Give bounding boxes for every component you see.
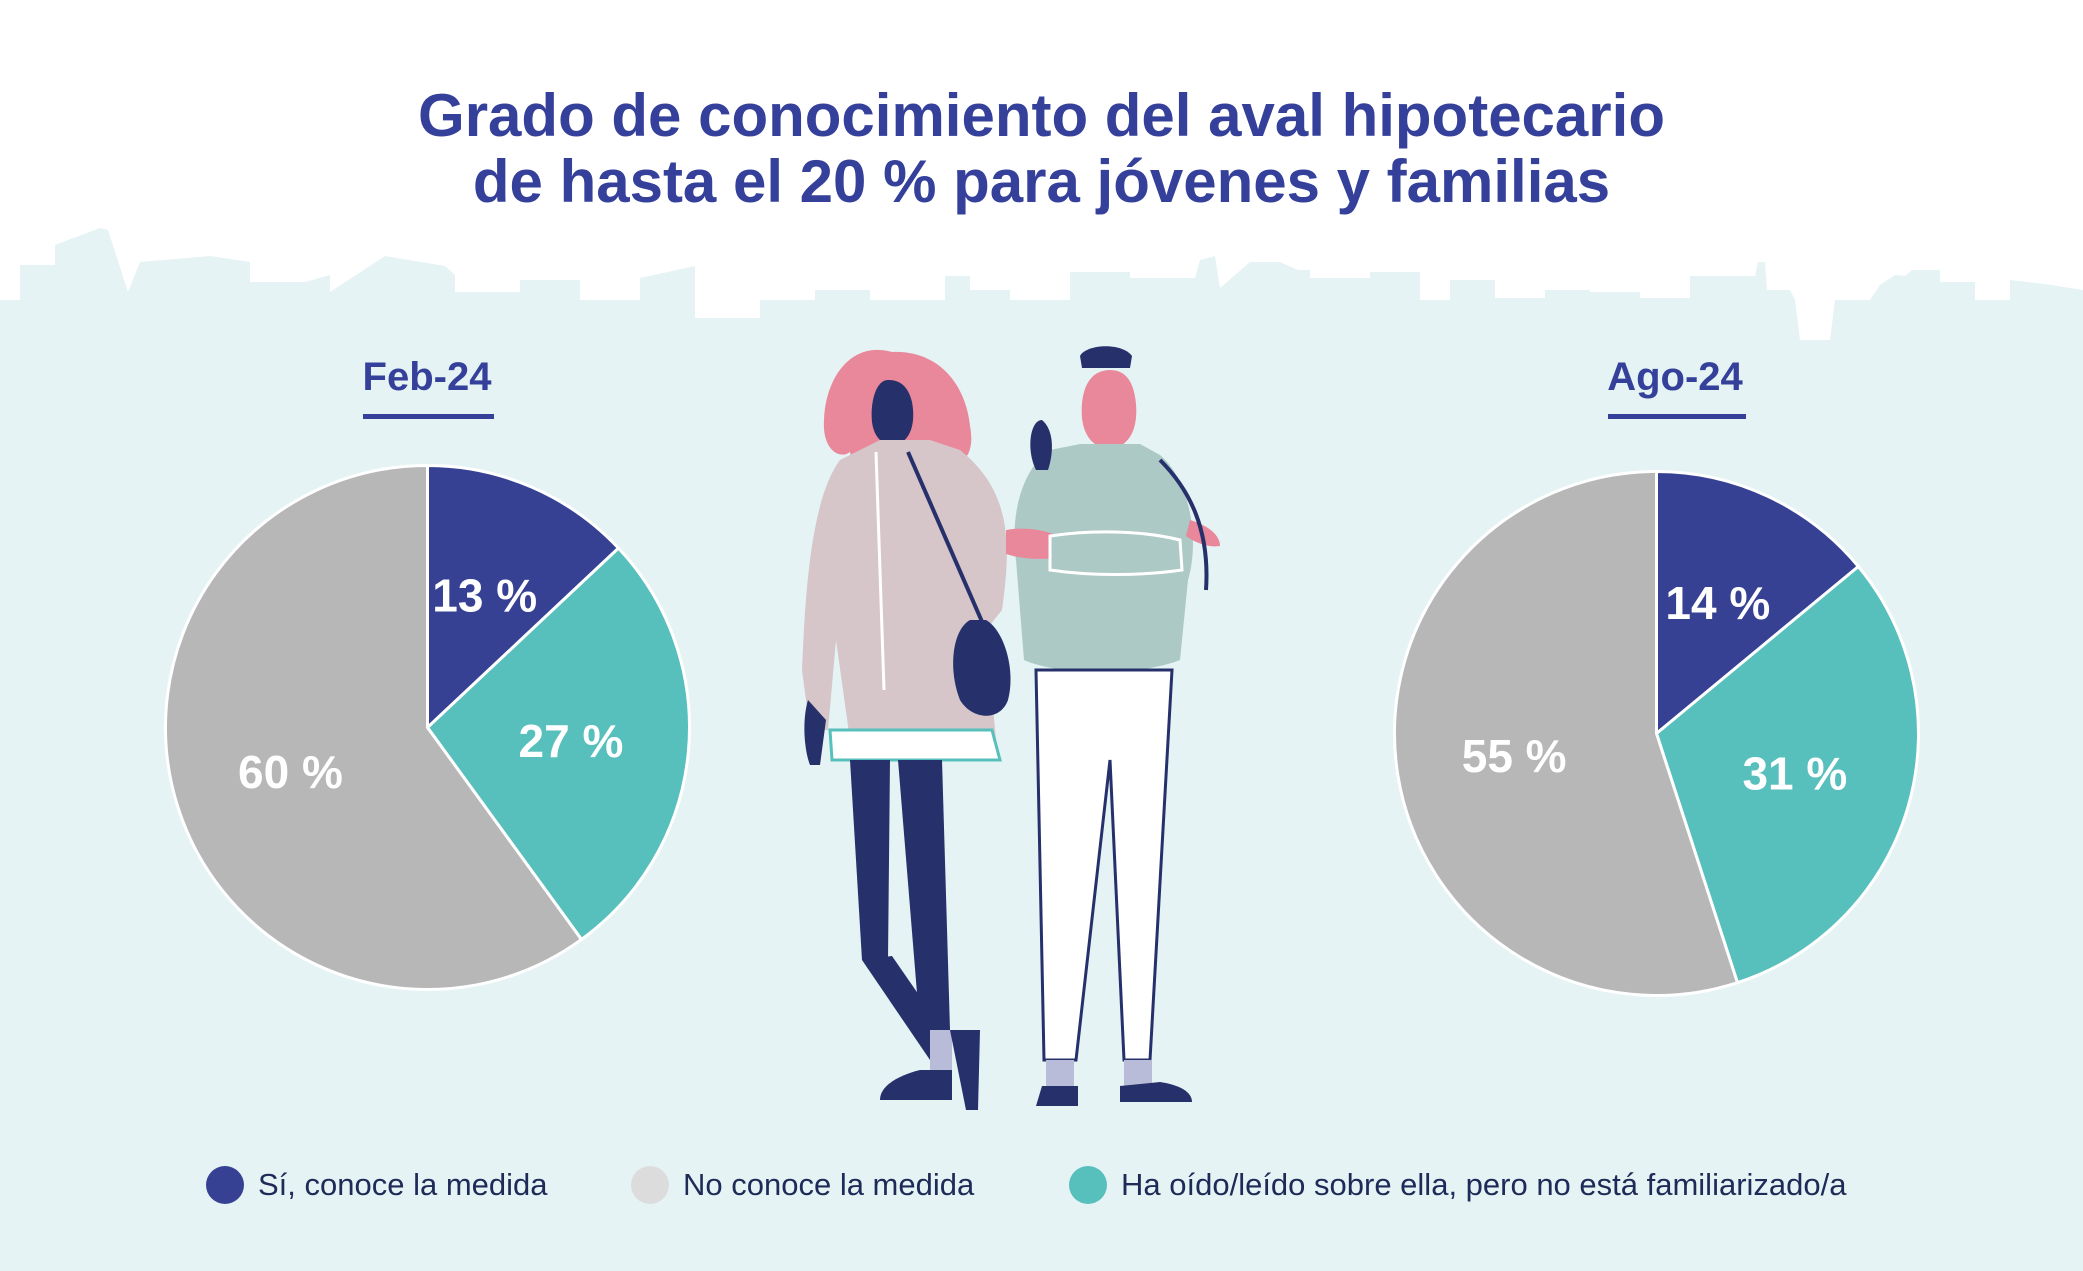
- pie-slice-oido: [1654, 564, 1920, 985]
- pie-data-label-si: 13 %: [432, 569, 537, 621]
- period-underline-feb: [363, 414, 494, 419]
- pie-slice-no: [164, 463, 584, 991]
- legend-swatch-si: [206, 1166, 244, 1204]
- pie-data-label-no: 60 %: [238, 746, 343, 798]
- pie-data-label-oido: 31 %: [1742, 748, 1847, 800]
- legend-item-si: Sí, conoce la medida: [206, 1160, 548, 1210]
- pie-slice-no: [1393, 469, 1740, 997]
- legend-label-si: Sí, conoce la medida: [258, 1167, 548, 1202]
- man-figure: [1006, 346, 1220, 1106]
- legend-item-no: No conoce la medida: [631, 1160, 974, 1210]
- chart-title-line-2: de hasta el 20 % para jóvenes y familias: [472, 148, 1611, 215]
- pie-chart-ago: 14 % 31 % 55 %: [1393, 469, 1920, 997]
- legend-label-oido: Ha oído/leído sobre ella, pero no está f…: [1121, 1167, 1847, 1202]
- couple-illustration: [802, 346, 1220, 1110]
- pie-slice-si: [426, 463, 621, 731]
- legend-label-no: No conoce la medida: [683, 1167, 975, 1202]
- woman-figure: [802, 349, 1011, 1110]
- legend-swatch-oido: [1069, 1166, 1107, 1204]
- pie-chart-feb: 13 % 27 % 60 %: [164, 463, 691, 991]
- legend-item-oido: Ha oído/leído sobre ella, pero no está f…: [1069, 1160, 1847, 1210]
- pie-data-label-si: 14 %: [1665, 577, 1770, 629]
- period-label-ago: Ago-24: [1607, 355, 1743, 399]
- chart-title-line-1: Grado de conocimiento del aval hipotecar…: [418, 82, 1665, 149]
- legend: Sí, conoce la medida No conoce la medida…: [0, 1160, 2083, 1210]
- period-label-feb: Feb-24: [362, 355, 492, 399]
- pie-data-label-no: 55 %: [1462, 730, 1567, 782]
- pie-slice-si: [1655, 469, 1861, 737]
- legend-swatch-no: [631, 1166, 669, 1204]
- pie-slice-oido: [425, 546, 691, 942]
- pie-data-label-oido: 27 %: [519, 715, 624, 767]
- period-underline-ago: [1608, 414, 1746, 419]
